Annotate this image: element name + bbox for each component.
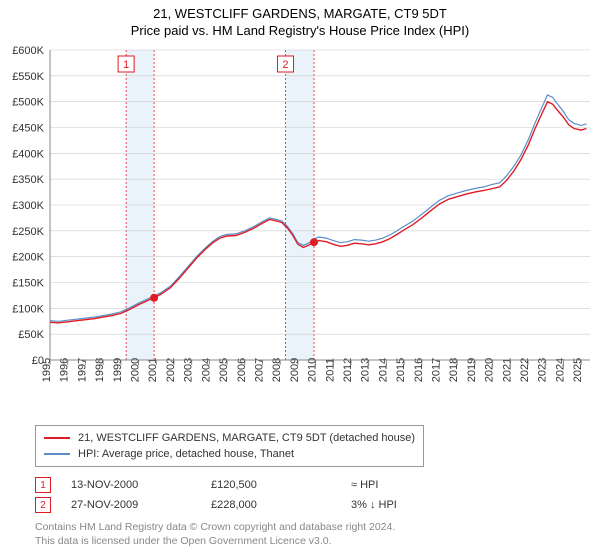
sale-diff-1: ≈ HPI [351,479,471,491]
sale-diff-2: 3% ↓ HPI [351,499,471,511]
svg-text:2025: 2025 [572,358,584,382]
legend-label-series1: 21, WESTCLIFF GARDENS, MARGATE, CT9 5DT … [78,432,415,444]
svg-text:1999: 1999 [112,358,124,382]
sale-row-2: 2 27-NOV-2009 £228,000 3% ↓ HPI [35,495,575,515]
chart-title-address: 21, WESTCLIFF GARDENS, MARGATE, CT9 5DT [0,6,600,21]
svg-text:2023: 2023 [537,358,549,382]
svg-text:2003: 2003 [183,358,195,382]
svg-text:£350K: £350K [12,174,44,186]
sale-marker-2: 2 [35,497,51,513]
legend-row-series2: HPI: Average price, detached house, Than… [44,446,415,462]
chart-svg: £0£50K£100K£150K£200K£250K£300K£350K£400… [0,42,600,420]
svg-text:2008: 2008 [271,358,283,382]
svg-text:£50K: £50K [18,329,44,341]
svg-text:2: 2 [282,59,288,71]
svg-text:1: 1 [123,59,129,71]
svg-text:2021: 2021 [501,358,513,382]
bottom-area: 21, WESTCLIFF GARDENS, MARGATE, CT9 5DT … [35,425,575,548]
svg-text:2017: 2017 [431,358,443,382]
legend-box: 21, WESTCLIFF GARDENS, MARGATE, CT9 5DT … [35,425,424,467]
svg-text:2004: 2004 [200,358,212,382]
attribution: Contains HM Land Registry data © Crown c… [35,521,575,548]
svg-text:2001: 2001 [147,358,159,382]
svg-text:2020: 2020 [484,358,496,382]
legend-label-series2: HPI: Average price, detached house, Than… [78,448,294,460]
svg-text:2015: 2015 [395,358,407,382]
svg-text:2000: 2000 [130,358,142,382]
svg-text:£150K: £150K [12,278,44,290]
sale-price-2: £228,000 [211,499,351,511]
sale-row-1: 1 13-NOV-2000 £120,500 ≈ HPI [35,475,575,495]
sale-date-2: 27-NOV-2009 [71,499,211,511]
svg-text:£250K: £250K [12,226,44,238]
svg-text:2012: 2012 [342,358,354,382]
attribution-line2: This data is licensed under the Open Gov… [35,535,575,549]
attribution-line1: Contains HM Land Registry data © Crown c… [35,521,575,535]
svg-text:£300K: £300K [12,200,44,212]
legend-swatch-series2 [44,453,70,455]
svg-text:2022: 2022 [519,358,531,382]
sale-price-1: £120,500 [211,479,351,491]
svg-text:£100K: £100K [12,303,44,315]
svg-text:2005: 2005 [218,358,230,382]
svg-text:£450K: £450K [12,123,44,135]
svg-text:2010: 2010 [307,358,319,382]
chart-title-subtitle: Price paid vs. HM Land Registry's House … [0,23,600,38]
sales-table: 1 13-NOV-2000 £120,500 ≈ HPI 2 27-NOV-20… [35,475,575,515]
svg-text:£600K: £600K [12,45,44,57]
svg-text:£200K: £200K [12,252,44,264]
sale-date-1: 13-NOV-2000 [71,479,211,491]
svg-text:£400K: £400K [12,148,44,160]
svg-text:1996: 1996 [59,358,71,382]
svg-text:2014: 2014 [377,358,389,382]
sale-marker-1: 1 [35,477,51,493]
chart-plot-area: £0£50K£100K£150K£200K£250K£300K£350K£400… [0,42,600,420]
svg-text:2007: 2007 [253,358,265,382]
svg-text:2009: 2009 [289,358,301,382]
legend-swatch-series1 [44,437,70,439]
svg-text:£500K: £500K [12,97,44,109]
chart-container: 21, WESTCLIFF GARDENS, MARGATE, CT9 5DT … [0,0,600,560]
title-area: 21, WESTCLIFF GARDENS, MARGATE, CT9 5DT … [0,0,600,38]
svg-text:2006: 2006 [236,358,248,382]
svg-text:2016: 2016 [413,358,425,382]
svg-text:2019: 2019 [466,358,478,382]
svg-text:£550K: £550K [12,71,44,83]
svg-text:2013: 2013 [360,358,372,382]
svg-text:1998: 1998 [94,358,106,382]
svg-text:2024: 2024 [554,358,566,382]
svg-text:1997: 1997 [76,358,88,382]
svg-text:2018: 2018 [448,358,460,382]
svg-text:1995: 1995 [41,358,53,382]
svg-text:2011: 2011 [324,358,336,382]
legend-row-series1: 21, WESTCLIFF GARDENS, MARGATE, CT9 5DT … [44,430,415,446]
svg-text:2002: 2002 [165,358,177,382]
